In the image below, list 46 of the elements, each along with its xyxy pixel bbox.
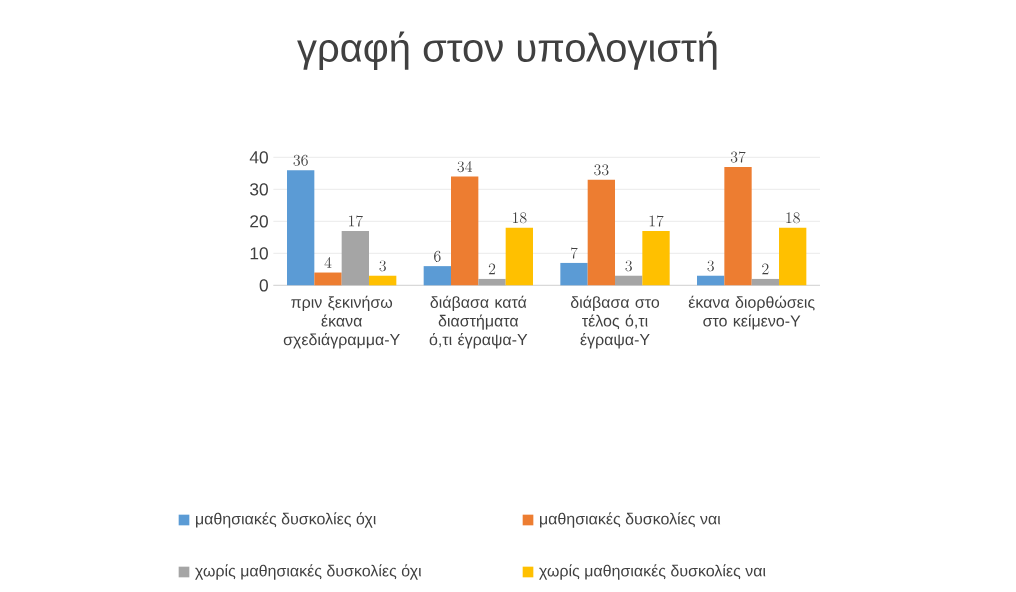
- bar: [505, 227, 534, 286]
- bar: [751, 278, 780, 286]
- bar: [478, 278, 506, 286]
- bar: [451, 176, 479, 286]
- y-tick-label: 0: [259, 279, 268, 292]
- chart-title: γραφή στον υπολογιστή: [297, 31, 717, 70]
- data-label: 2: [488, 263, 496, 275]
- bar: [369, 275, 397, 286]
- x-tick-label: διάβασα κατά διαστήματα ό,τι έγραψα-Υ: [429, 295, 528, 349]
- data-label: 7: [570, 247, 578, 259]
- bar: [615, 275, 643, 286]
- bar: [587, 179, 616, 286]
- bar: [779, 227, 807, 286]
- y-tick-label: 30: [250, 183, 268, 196]
- data-label: 37: [730, 151, 746, 163]
- bar: [423, 266, 451, 286]
- legend-label: χωρίς μαθησιακές δυσκολίες όχι: [195, 564, 422, 580]
- bar: [287, 170, 315, 286]
- bar: [314, 272, 342, 286]
- x-tick-label: διάβασα στο τέλος ό,τι έγραψα-Υ: [570, 295, 660, 349]
- data-label: 4: [324, 257, 332, 268]
- data-label: 3: [625, 260, 632, 272]
- bar: [560, 262, 588, 286]
- y-tick-label: 40: [249, 151, 268, 164]
- x-tick-label: πριν ξεκινήσω έκανα σχεδιάγραμμα-Υ: [283, 295, 400, 349]
- data-label: 6: [434, 250, 441, 262]
- data-label: 2: [762, 263, 769, 275]
- bar: [341, 230, 370, 286]
- data-label: 36: [293, 154, 308, 166]
- data-label: 3: [707, 260, 714, 272]
- y-tick-label: 10: [250, 247, 268, 260]
- bar: [724, 166, 752, 286]
- data-label: 18: [786, 212, 800, 224]
- data-label: 18: [512, 212, 527, 224]
- bar: [642, 230, 670, 286]
- x-tick-label: έκανα διορθώσεις στο κείμενο-Υ: [688, 295, 815, 330]
- data-label: 17: [348, 215, 363, 227]
- data-label: 17: [649, 215, 664, 227]
- y-tick-label: 20: [250, 215, 268, 228]
- legend-label: χωρίς μαθησιακές δυσκολίες ναι: [539, 564, 766, 580]
- legend-label: μαθησιακές δυσκολίες ναι: [540, 512, 721, 528]
- legend-label: μαθησιακές δυσκολίες όχι: [196, 512, 376, 528]
- data-label: 33: [594, 164, 609, 176]
- data-label: 3: [379, 260, 386, 272]
- data-label: 34: [457, 161, 473, 173]
- bar: [697, 275, 725, 286]
